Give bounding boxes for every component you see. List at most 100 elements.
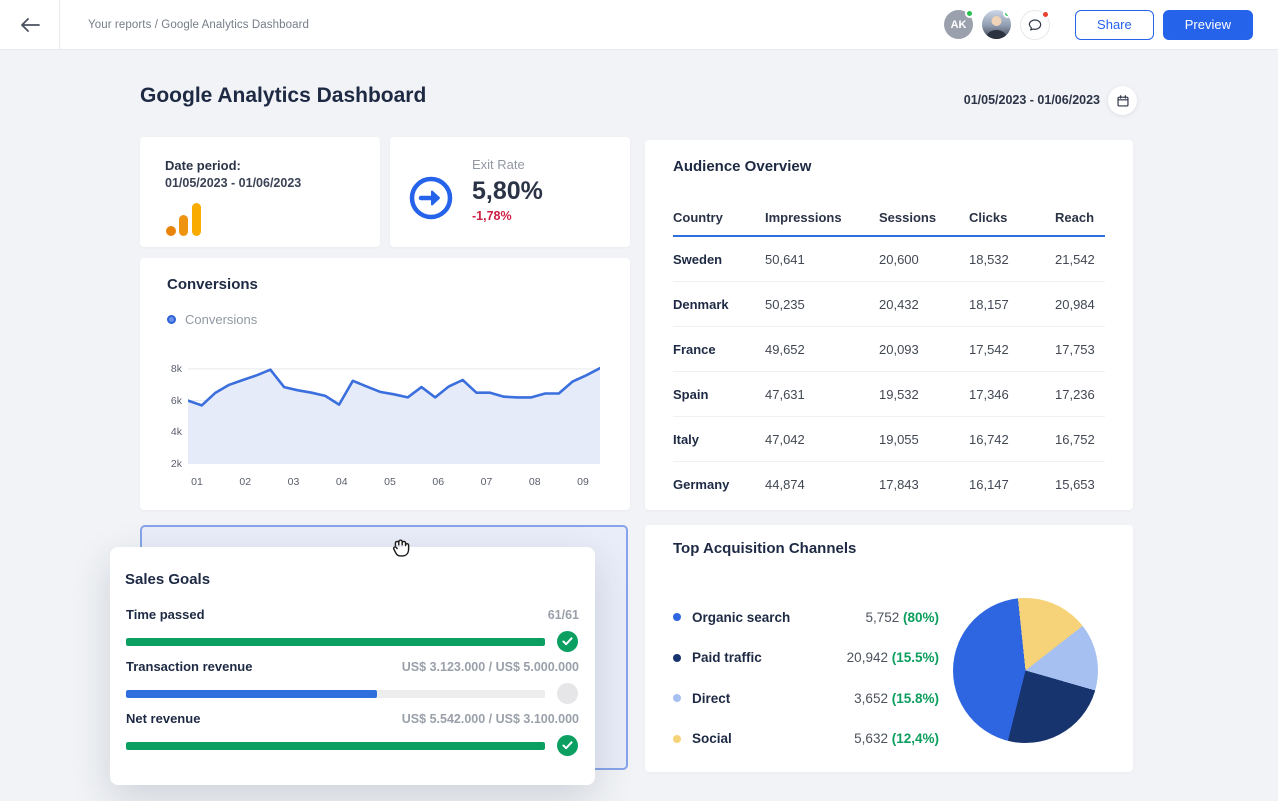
breadcrumb: Your reports / Google Analytics Dashboar… xyxy=(88,18,310,31)
x-axis-tick: 08 xyxy=(528,476,541,488)
value-cell: 20,432 xyxy=(879,296,919,312)
progress-bar xyxy=(126,637,545,646)
channel-legend-item: Organic search 5,752 (80%) xyxy=(673,597,939,638)
x-axis-tick: 04 xyxy=(335,476,348,488)
date-period-card[interactable]: Date period: 01/05/2023 - 01/06/2023 xyxy=(140,137,380,247)
value-cell: 20,093 xyxy=(879,341,919,357)
legend-dot-icon xyxy=(167,315,176,324)
channel-legend-item: Paid traffic 20,942 (15.5%) xyxy=(673,638,939,679)
country-cell: France xyxy=(673,341,716,357)
top-acquisition-channels-title: Top Acquisition Channels xyxy=(673,540,857,557)
x-axis-tick: 01 xyxy=(191,476,203,488)
channel-legend-item: Direct 3,652 (15.8%) xyxy=(673,678,939,719)
conversions-legend-label: Conversions xyxy=(185,312,258,327)
audience-overview-title: Audience Overview xyxy=(673,158,812,175)
x-axis-tick: 09 xyxy=(577,476,589,488)
country-cell: Denmark xyxy=(673,296,729,312)
channels-legend: Organic search 5,752 (80%) Paid traffic … xyxy=(673,597,939,759)
sales-goals-card[interactable]: Sales Goals Time passed 61/61 Transactio… xyxy=(110,547,595,785)
conversions-title: Conversions xyxy=(167,276,258,293)
goal-value: US$ 3.123.000 / US$ 5.000.000 xyxy=(401,660,579,674)
google-analytics-icon xyxy=(166,203,201,236)
exit-rate-delta: -1,78% xyxy=(472,209,512,223)
top-acquisition-channels-card[interactable]: Top Acquisition Channels Organic search … xyxy=(645,525,1133,772)
arrow-left-icon xyxy=(20,17,40,32)
value-cell: 16,742 xyxy=(969,431,1009,447)
channel-label: Direct xyxy=(692,690,731,706)
column-header: Impressions xyxy=(765,210,842,225)
goal-label: Transaction revenue xyxy=(126,659,253,674)
y-axis-tick: 2k xyxy=(170,458,182,470)
avatar-initials[interactable]: AK xyxy=(944,9,975,39)
goal-row: Time passed 61/61 xyxy=(126,607,579,652)
country-cell: Sweden xyxy=(673,251,723,267)
topbar: Your reports / Google Analytics Dashboar… xyxy=(0,0,1278,50)
comments-button[interactable] xyxy=(1020,9,1051,40)
date-period-label: Date period: xyxy=(165,158,241,173)
value-cell: 49,652 xyxy=(765,341,805,357)
chat-bubble-icon xyxy=(1028,18,1042,30)
column-header: Sessions xyxy=(879,210,937,225)
value-cell: 21,542 xyxy=(1055,251,1095,267)
value-cell: 16,752 xyxy=(1055,431,1095,447)
date-period-value: 01/05/2023 - 01/06/2023 xyxy=(165,176,302,190)
legend-dot-icon xyxy=(673,734,681,743)
value-cell: 50,641 xyxy=(765,251,805,267)
audience-overview-card[interactable]: Audience Overview Country Impressions Sess… xyxy=(645,140,1133,510)
country-cell: Germany xyxy=(673,477,730,492)
value-cell: 20,984 xyxy=(1055,296,1095,312)
y-axis-tick: 4k xyxy=(170,426,182,439)
channels-pie-chart xyxy=(953,598,1098,743)
channel-label: Organic search xyxy=(692,609,791,625)
channel-value: 5,632 (12,4%) xyxy=(854,731,939,747)
goal-row: Transaction revenue US$ 3.123.000 / US$ … xyxy=(126,659,579,704)
value-cell: 50,235 xyxy=(765,296,805,312)
y-axis-tick: 8k xyxy=(170,362,182,375)
goal-label: Time passed xyxy=(126,607,205,622)
date-range-value: 01/05/2023 - 01/06/2023 xyxy=(963,93,1100,107)
legend-dot-icon xyxy=(673,613,681,622)
check-circle-icon xyxy=(557,735,578,756)
legend-dot-icon xyxy=(673,653,681,662)
value-cell: 19,532 xyxy=(879,386,919,402)
column-header: Clicks xyxy=(969,210,1008,225)
avatar-photo[interactable] xyxy=(982,10,1012,39)
x-axis-labels: 01 02 03 04 05 06 07 08 09 xyxy=(188,476,600,490)
country-cell: Spain xyxy=(673,386,709,402)
exit-rate-value: 5,80% xyxy=(472,177,543,205)
value-cell: 17,843 xyxy=(879,477,919,492)
conversions-card[interactable]: Conversions Conversions 8k 6k 4k 2k 01 02 03 0… xyxy=(140,258,630,510)
value-cell: 44,874 xyxy=(765,477,805,492)
x-axis-tick: 07 xyxy=(480,476,493,488)
value-cell: 17,346 xyxy=(969,386,1009,402)
table-row: Italy 47,042 19,055 16,742 16,752 xyxy=(673,417,1105,462)
value-cell: 18,532 xyxy=(969,251,1009,267)
share-button[interactable]: Share xyxy=(1075,9,1154,40)
progress-bar xyxy=(126,689,545,698)
preview-button[interactable]: Preview xyxy=(1162,9,1253,40)
channel-value: 5,752 (80%) xyxy=(865,609,939,625)
avatar-initials-text: AK xyxy=(950,18,967,31)
back-button[interactable] xyxy=(0,0,60,50)
sales-goals-title: Sales Goals xyxy=(125,571,211,588)
channel-value: 20,942 (15.5%) xyxy=(846,650,939,666)
table-row: Denmark 50,235 20,432 18,157 20,984 xyxy=(673,282,1105,327)
online-status-dot xyxy=(1003,10,1012,18)
value-cell: 47,631 xyxy=(765,386,805,402)
value-cell: 20,600 xyxy=(879,251,919,267)
channel-legend-item: Social 5,632 (12,4%) xyxy=(673,719,939,760)
exit-rate-card[interactable]: Exit Rate 5,80% -1,78% xyxy=(390,137,630,247)
conversions-legend: Conversions xyxy=(167,312,257,327)
table-row: Germany 44,874 17,843 16,147 15,653 xyxy=(673,462,1105,507)
value-cell: 17,236 xyxy=(1055,386,1095,402)
page-title: Google Analytics Dashboard xyxy=(140,84,427,107)
x-axis-tick: 06 xyxy=(432,476,445,488)
y-axis-tick: 6k xyxy=(170,394,182,407)
check-circle-icon xyxy=(557,631,578,652)
value-cell: 16,147 xyxy=(969,477,1009,492)
table-row: Spain 47,631 19,532 17,346 17,236 xyxy=(673,372,1105,417)
calendar-button[interactable] xyxy=(1108,86,1137,115)
goal-value: 61/61 xyxy=(547,608,579,622)
country-cell: Italy xyxy=(673,431,700,447)
channel-value: 3,652 (15.8%) xyxy=(854,690,939,706)
